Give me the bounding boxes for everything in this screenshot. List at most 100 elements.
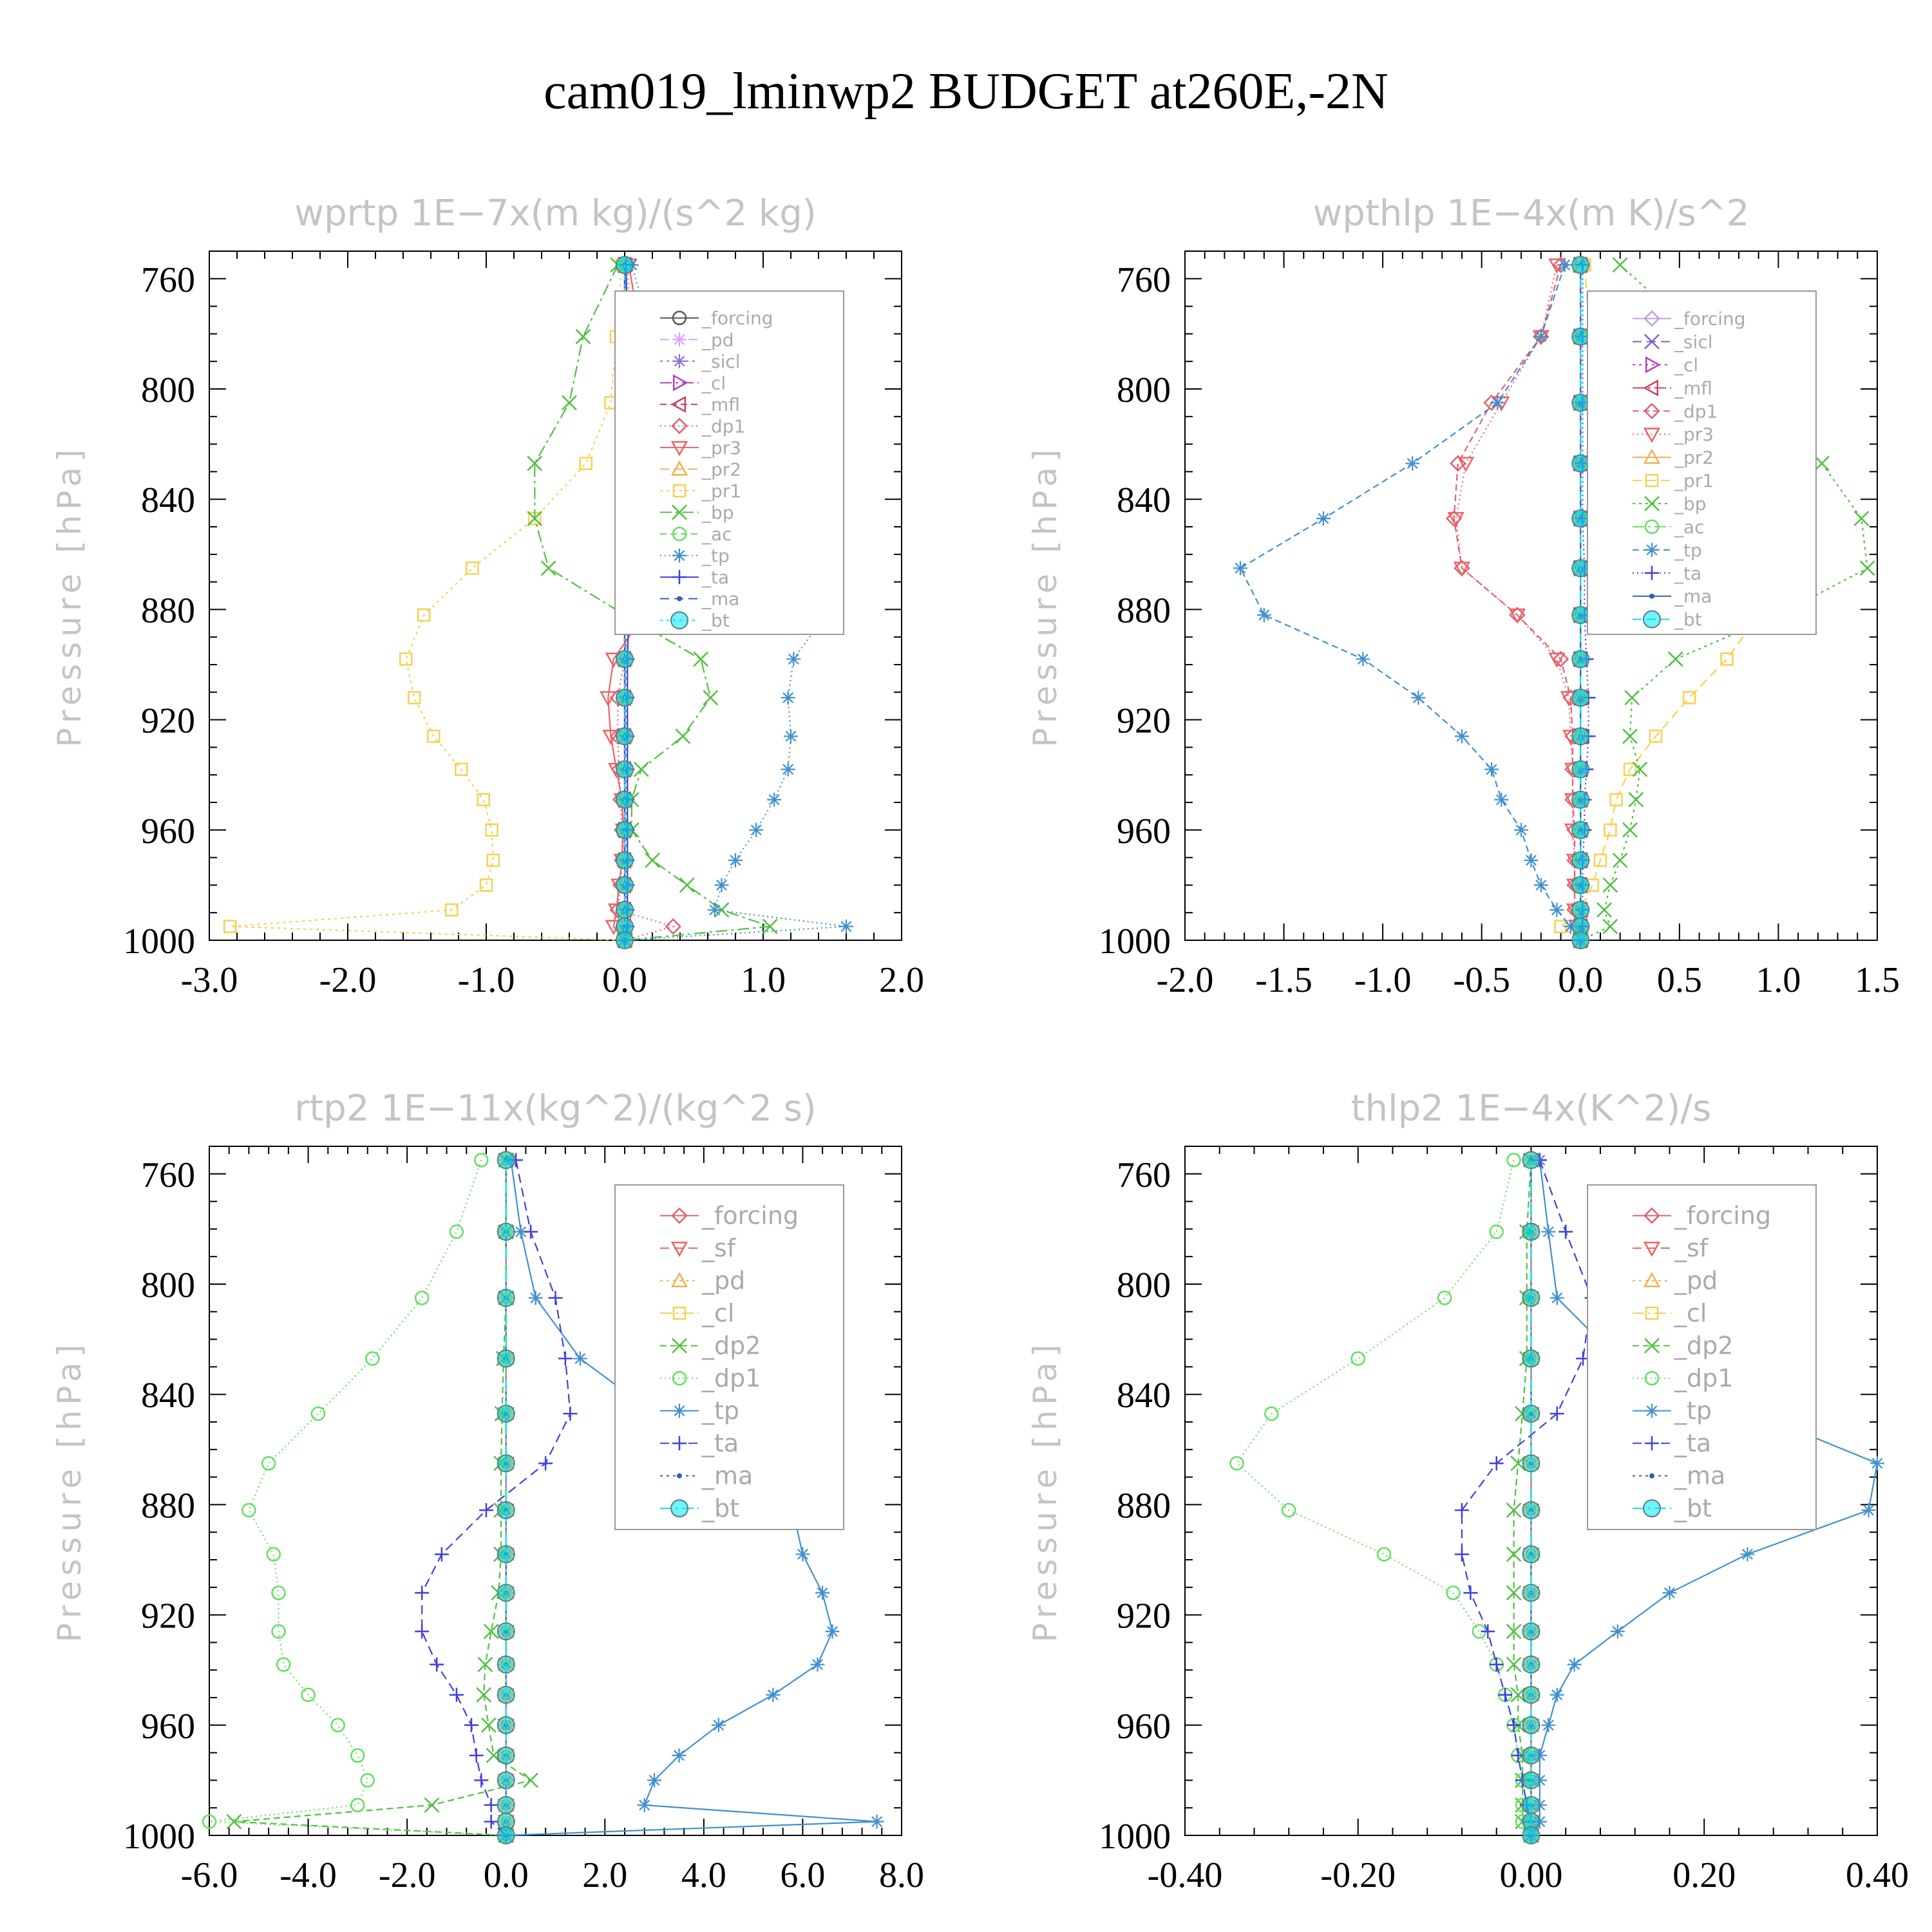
series-point [1859, 560, 1875, 576]
series-point [1356, 652, 1370, 667]
legend-box [614, 290, 844, 635]
series-point [1489, 1224, 1504, 1239]
series-point [480, 1717, 497, 1733]
series-point [1541, 1718, 1556, 1732]
legend-entry: _dp1 [660, 415, 745, 437]
series-point [276, 1657, 291, 1672]
legend-entry: _ta [1633, 1429, 1711, 1457]
series-ta [415, 1153, 578, 1842]
series-point [562, 395, 577, 411]
series-point [633, 761, 649, 777]
series-point [474, 1773, 489, 1788]
legend-marker [1645, 565, 1659, 580]
series-line [1239, 265, 1582, 941]
series-line [1580, 264, 1868, 941]
legend-marker [1643, 1499, 1661, 1518]
legend-label: _ta [1674, 1429, 1711, 1457]
legend-label: _cl [701, 1299, 734, 1327]
y-tick-label: 760 [141, 1155, 195, 1195]
series-point [1571, 559, 1590, 578]
series-point [1522, 1405, 1540, 1423]
series-point [350, 1748, 365, 1763]
series-point [1282, 1502, 1296, 1518]
legend-entry: _ac [660, 524, 732, 545]
series-point [414, 1291, 430, 1305]
series-point [1596, 902, 1613, 918]
figure-title: cam019_lminwp2 BUDGET at260E,-2N [544, 63, 1388, 120]
y-axis-label: Pressure [hPa] [1027, 444, 1064, 748]
series-point [563, 1406, 578, 1421]
legend-entry: _ta [660, 567, 729, 588]
series-point [1548, 652, 1566, 668]
series-point [1622, 822, 1638, 838]
series-tp [1233, 258, 1588, 947]
series-line [1455, 265, 1582, 941]
series-point [430, 1657, 444, 1672]
legend-marker [1649, 593, 1654, 599]
y-tick-label: 760 [1117, 1155, 1171, 1195]
series-point [415, 1624, 430, 1639]
legend-marker [1643, 428, 1661, 443]
series-line [1513, 1160, 1532, 1836]
plot-wpthlp: wpthlp 1E−4x(m K)/s^2 Pressure [hPa] 760 80… [1027, 193, 1900, 1000]
series-point [1571, 688, 1590, 707]
legend: _forcing _sf _pd _cl _dp2 _dp1 _tp _ta _ma _bt [1587, 1184, 1817, 1530]
legend-marker [672, 1403, 687, 1418]
series-point [455, 762, 468, 776]
series-point [540, 560, 556, 576]
legend-entry: _tp [660, 1397, 739, 1425]
series-point [445, 903, 459, 917]
series-dp1 [1229, 1153, 1539, 1843]
legend-label: _pd [701, 329, 734, 350]
legend-label: _pr2 [1674, 447, 1714, 468]
series-point [424, 1797, 440, 1813]
x-tick-label: -0.20 [1320, 1855, 1396, 1895]
y-tick-label: 800 [1117, 370, 1171, 410]
legend-marker [670, 611, 688, 630]
y-axis-label: Pressure [hPa] [1027, 1340, 1064, 1643]
series-point [449, 1687, 464, 1702]
legend-label: _dp2 [1674, 1332, 1733, 1360]
series-point [1510, 1455, 1526, 1472]
series-point [1489, 1456, 1504, 1471]
series-point [1649, 730, 1663, 743]
legend-label: _ta [1674, 563, 1701, 584]
legend-entry: _pd [1633, 1267, 1718, 1295]
series-point [600, 691, 617, 706]
legend-marker [677, 1473, 682, 1479]
series-point [1571, 605, 1590, 624]
legend-entry: _bt [1633, 1494, 1712, 1522]
series-point [1612, 257, 1628, 273]
legend-label: _dp1 [701, 1364, 761, 1392]
legend-box [614, 1184, 844, 1530]
legend-entry: _sicl [1633, 332, 1713, 353]
series-point [1571, 851, 1590, 869]
legend-label: _cl [701, 372, 726, 393]
x-tick-label: 2.0 [582, 1855, 627, 1895]
series-point [474, 1153, 489, 1168]
series-point [1264, 1406, 1279, 1421]
series-dp1 [202, 1153, 513, 1843]
series-point [1522, 1454, 1540, 1473]
series-point [523, 1772, 538, 1788]
legend-label: _ma [1674, 1462, 1725, 1490]
series-point [271, 1586, 286, 1600]
series-point [1571, 327, 1590, 346]
legend-marker [1644, 519, 1660, 535]
plot-title: wpthlp 1E−4x(m K)/s^2 [1313, 193, 1750, 234]
legend-entry: _forcing [660, 308, 773, 329]
legend: _forcing _sf _pd _cl _dp2 _dp1 _tp _ta _ma _bt [614, 1184, 844, 1530]
series-point [497, 1454, 515, 1473]
series-point [1549, 902, 1564, 917]
series-point [497, 1795, 515, 1814]
y-tick-label: 760 [141, 260, 195, 300]
series-point [1256, 607, 1271, 622]
legend-marker [671, 417, 688, 435]
series-point [476, 1687, 492, 1703]
legend-marker [670, 1242, 688, 1257]
legend-marker [1643, 379, 1659, 397]
series-point [616, 820, 634, 839]
legend-label: _cl [1674, 354, 1698, 375]
legend-label: _tp [701, 1397, 739, 1425]
series-point [616, 650, 634, 668]
